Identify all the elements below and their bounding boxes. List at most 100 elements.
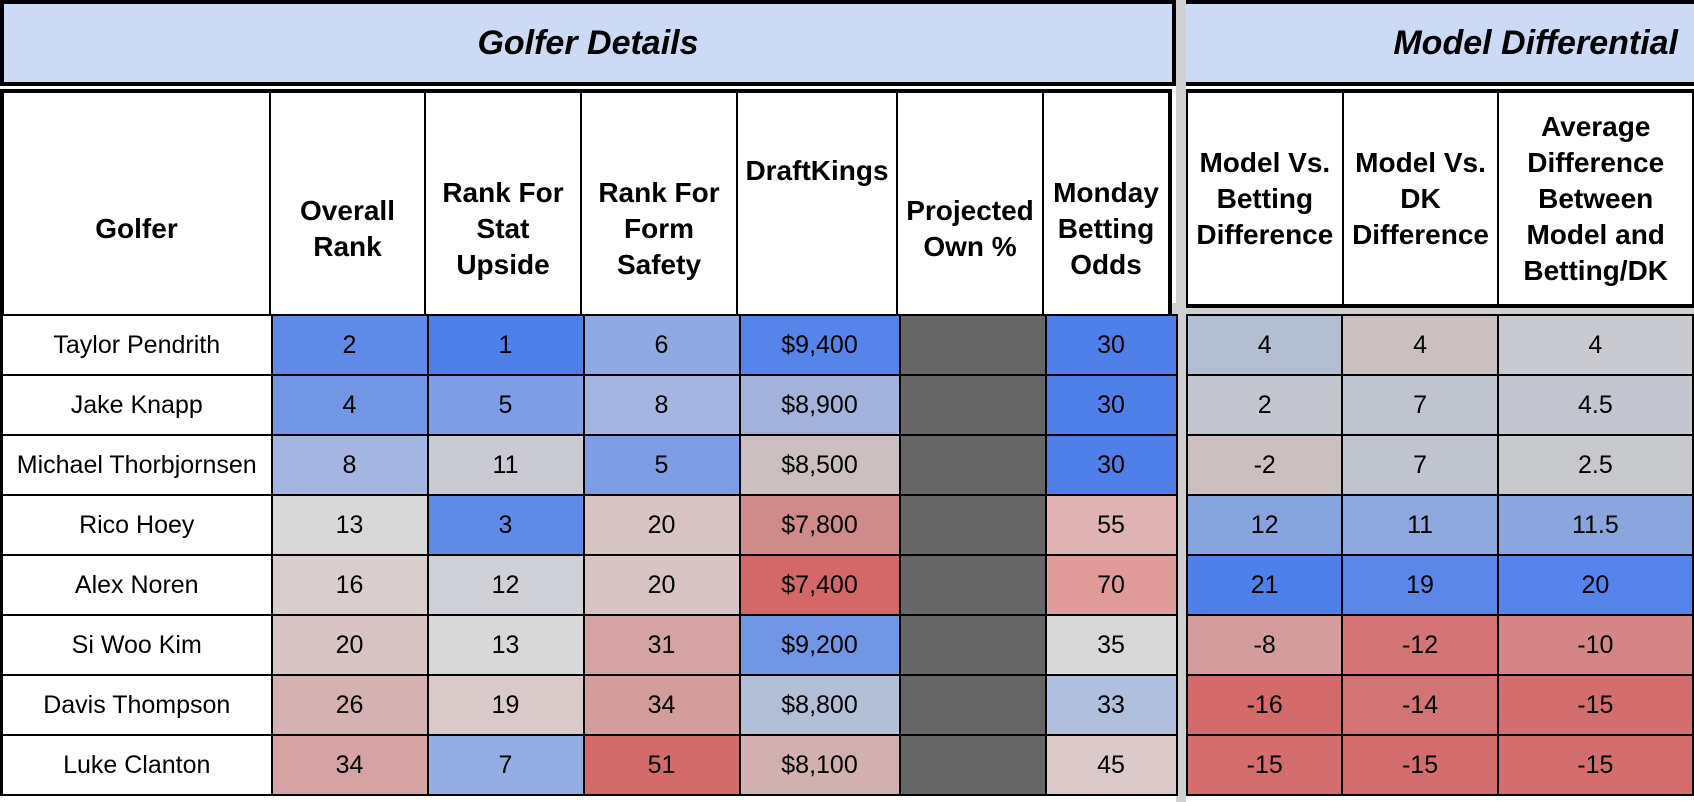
golfer-details-banner: Golfer Details bbox=[0, 0, 1176, 86]
cell-average-difference[interactable]: 4.5 bbox=[1496, 374, 1694, 436]
cell-model-vs-betting[interactable]: -16 bbox=[1185, 674, 1344, 736]
table-row: -16 -14 -15 bbox=[1185, 674, 1694, 736]
cell-golfer[interactable]: Jake Knapp bbox=[0, 374, 273, 436]
cell-model-vs-dk[interactable]: 19 bbox=[1341, 554, 1499, 616]
cell-golfer[interactable]: Taylor Pendrith bbox=[0, 314, 273, 376]
cell-projected-own[interactable] bbox=[898, 314, 1047, 376]
cell-model-vs-betting[interactable]: 21 bbox=[1185, 554, 1344, 616]
cell-overall-rank[interactable]: 8 bbox=[270, 434, 429, 496]
cell-form-safety[interactable]: 31 bbox=[582, 614, 741, 676]
cell-stat-upside[interactable]: 1 bbox=[426, 314, 585, 376]
cell-betting-odds[interactable]: 33 bbox=[1044, 674, 1178, 736]
cell-model-vs-dk[interactable]: 11 bbox=[1341, 494, 1499, 556]
cell-average-difference[interactable]: 4 bbox=[1496, 314, 1694, 376]
cell-overall-rank[interactable]: 4 bbox=[270, 374, 429, 436]
cell-stat-upside[interactable]: 19 bbox=[426, 674, 585, 736]
cell-overall-rank[interactable]: 16 bbox=[270, 554, 429, 616]
cell-stat-upside[interactable]: 3 bbox=[426, 494, 585, 556]
cell-betting-odds[interactable]: 30 bbox=[1044, 314, 1178, 376]
cell-overall-rank[interactable]: 26 bbox=[270, 674, 429, 736]
cell-average-difference[interactable]: -10 bbox=[1496, 614, 1694, 676]
cell-overall-rank[interactable]: 13 bbox=[270, 494, 429, 556]
cell-stat-upside[interactable]: 7 bbox=[426, 734, 585, 796]
cell-form-safety[interactable]: 20 bbox=[582, 554, 741, 616]
cell-model-vs-betting[interactable]: 4 bbox=[1185, 314, 1344, 376]
cell-model-vs-dk[interactable]: 4 bbox=[1341, 314, 1499, 376]
table-row: Jake Knapp 4 5 8 $8,900 30 bbox=[0, 374, 1178, 436]
cell-betting-odds[interactable]: 70 bbox=[1044, 554, 1178, 616]
cell-draftkings[interactable]: $7,400 bbox=[738, 554, 901, 616]
cell-golfer[interactable]: Si Woo Kim bbox=[0, 614, 273, 676]
cell-betting-odds[interactable]: 55 bbox=[1044, 494, 1178, 556]
cell-stat-upside[interactable]: 11 bbox=[426, 434, 585, 496]
cell-form-safety[interactable]: 5 bbox=[582, 434, 741, 496]
cell-draftkings[interactable]: $9,200 bbox=[738, 614, 901, 676]
cell-draftkings[interactable]: $8,900 bbox=[738, 374, 901, 436]
table-row: Luke Clanton 34 7 51 $8,100 45 bbox=[0, 734, 1178, 796]
cell-projected-own[interactable] bbox=[898, 554, 1047, 616]
cell-projected-own[interactable] bbox=[898, 374, 1047, 436]
cell-golfer[interactable]: Alex Noren bbox=[0, 554, 273, 616]
cell-average-difference[interactable]: 11.5 bbox=[1496, 494, 1694, 556]
cell-model-vs-dk[interactable]: -15 bbox=[1341, 734, 1499, 796]
cell-betting-odds[interactable]: 35 bbox=[1044, 614, 1178, 676]
cell-overall-rank[interactable]: 34 bbox=[270, 734, 429, 796]
cell-average-difference[interactable]: 2.5 bbox=[1496, 434, 1694, 496]
cell-overall-rank[interactable]: 2 bbox=[270, 314, 429, 376]
cell-draftkings[interactable]: $7,800 bbox=[738, 494, 901, 556]
cell-projected-own[interactable] bbox=[898, 674, 1047, 736]
table-row: -15 -15 -15 bbox=[1185, 734, 1694, 796]
table-row: -8 -12 -10 bbox=[1185, 614, 1694, 676]
col-header-average-difference[interactable]: Average Difference Between Model and Bet… bbox=[1497, 90, 1694, 307]
cell-draftkings[interactable]: $8,500 bbox=[738, 434, 901, 496]
cell-model-vs-dk[interactable]: -14 bbox=[1341, 674, 1499, 736]
cell-stat-upside[interactable]: 5 bbox=[426, 374, 585, 436]
col-header-model-vs-dk[interactable]: Model Vs. DK Difference bbox=[1341, 90, 1500, 307]
cell-golfer[interactable]: Rico Hoey bbox=[0, 494, 273, 556]
cell-stat-upside[interactable]: 13 bbox=[426, 614, 585, 676]
cell-draftkings[interactable]: $9,400 bbox=[738, 314, 901, 376]
table-row: Taylor Pendrith 2 1 6 $9,400 30 bbox=[0, 314, 1178, 376]
cell-golfer[interactable]: Luke Clanton bbox=[0, 734, 273, 796]
model-differential-table: 4 4 4 2 7 4.5 -2 7 2.5 12 11 11.5 21 19 20 -8 -12 -10 -16-… bbox=[1185, 314, 1694, 796]
cell-model-vs-dk[interactable]: 7 bbox=[1341, 434, 1499, 496]
cell-model-vs-dk[interactable]: -12 bbox=[1341, 614, 1499, 676]
cell-model-vs-betting[interactable]: -2 bbox=[1185, 434, 1344, 496]
cell-projected-own[interactable] bbox=[898, 614, 1047, 676]
cell-form-safety[interactable]: 8 bbox=[582, 374, 741, 436]
table-row: Rico Hoey 13 3 20 $7,800 55 bbox=[0, 494, 1178, 556]
cell-golfer[interactable]: Davis Thompson bbox=[0, 674, 273, 736]
cell-model-vs-betting[interactable]: 2 bbox=[1185, 374, 1344, 436]
table-row: Si Woo Kim 20 13 31 $9,200 35 bbox=[0, 614, 1178, 676]
section-separator bbox=[1176, 0, 1186, 802]
cell-average-difference[interactable]: -15 bbox=[1496, 734, 1694, 796]
cell-betting-odds[interactable]: 30 bbox=[1044, 434, 1178, 496]
cell-model-vs-betting[interactable]: 12 bbox=[1185, 494, 1344, 556]
cell-golfer[interactable]: Michael Thorbjornsen bbox=[0, 434, 273, 496]
cell-average-difference[interactable]: 20 bbox=[1496, 554, 1694, 616]
table-row: Davis Thompson 26 19 34 $8,800 33 bbox=[0, 674, 1178, 736]
cell-projected-own[interactable] bbox=[898, 734, 1047, 796]
cell-draftkings[interactable]: $8,800 bbox=[738, 674, 901, 736]
cell-projected-own[interactable] bbox=[898, 494, 1047, 556]
cell-model-vs-betting[interactable]: -15 bbox=[1185, 734, 1344, 796]
cell-draftkings[interactable]: $8,100 bbox=[738, 734, 901, 796]
cell-model-vs-betting[interactable]: -8 bbox=[1185, 614, 1344, 676]
cell-overall-rank[interactable]: 20 bbox=[270, 614, 429, 676]
table-row: Michael Thorbjornsen 8 11 5 $8,500 30 bbox=[0, 434, 1178, 496]
cell-form-safety[interactable]: 34 bbox=[582, 674, 741, 736]
cell-stat-upside[interactable]: 12 bbox=[426, 554, 585, 616]
cell-projected-own[interactable] bbox=[898, 434, 1047, 496]
cell-form-safety[interactable]: 6 bbox=[582, 314, 741, 376]
table-row: 12 11 11.5 bbox=[1185, 494, 1694, 556]
cell-form-safety[interactable]: 51 bbox=[582, 734, 741, 796]
cell-form-safety[interactable]: 20 bbox=[582, 494, 741, 556]
col-header-model-vs-betting[interactable]: Model Vs. Betting Difference bbox=[1186, 90, 1344, 307]
model-differential-title: Model Differential bbox=[1393, 23, 1678, 62]
cell-betting-odds[interactable]: 30 bbox=[1044, 374, 1178, 436]
cell-average-difference[interactable]: -15 bbox=[1496, 674, 1694, 736]
cell-model-vs-dk[interactable]: 7 bbox=[1341, 374, 1499, 436]
cell-betting-odds[interactable]: 45 bbox=[1044, 734, 1178, 796]
table-row: 21 19 20 bbox=[1185, 554, 1694, 616]
